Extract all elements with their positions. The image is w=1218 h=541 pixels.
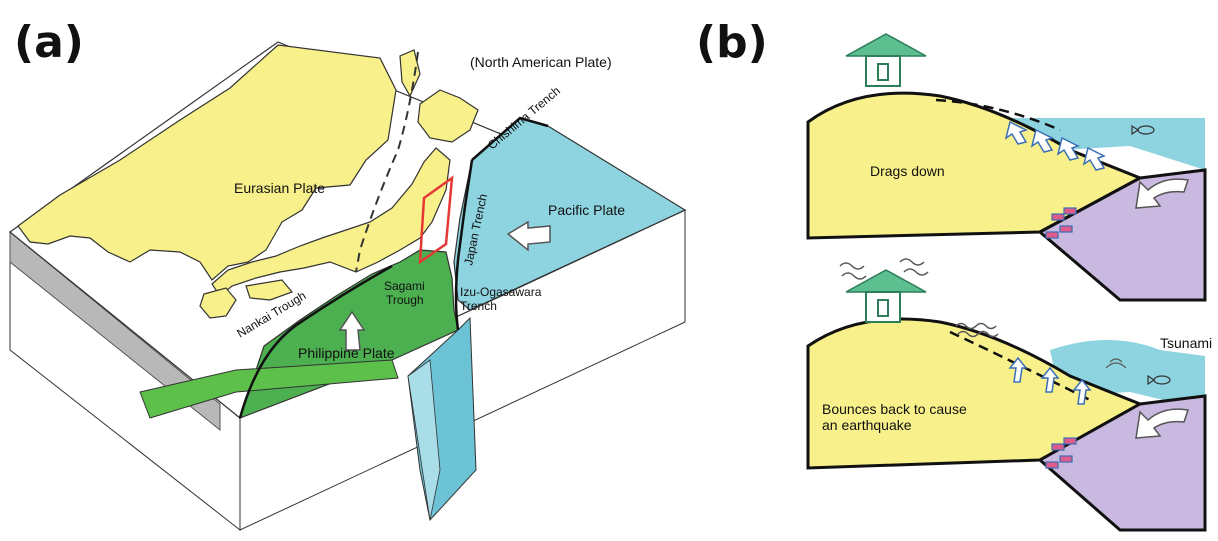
label-izu-line1: Izu-Ogasawara — [460, 285, 542, 299]
stage-drag-down: Drags down — [806, 33, 1207, 302]
up-arrow-icon — [1040, 366, 1060, 393]
up-arrow-icon — [1072, 378, 1092, 405]
oceanic-plate-top — [1037, 168, 1207, 302]
fish-icon — [1147, 374, 1171, 386]
house-icon — [845, 33, 927, 87]
ocean-top — [990, 118, 1205, 170]
drag-arrows — [1004, 120, 1106, 171]
rebound-arrows — [1008, 356, 1092, 405]
philippine-arrow-icon — [338, 310, 366, 351]
hokkaido — [417, 89, 479, 143]
oceanic-plate-bottom — [1037, 394, 1207, 532]
house-icon — [845, 269, 927, 323]
label-pacific-plate: Pacific Plate — [548, 202, 625, 218]
trench-line-japan — [454, 159, 474, 331]
trench-line-nankai — [238, 264, 393, 419]
pacific-slab-shadow — [407, 359, 441, 521]
plate-boundary-dashed — [355, 51, 419, 273]
label-izu-line2: Trench — [460, 299, 497, 313]
label-philippine-plate: Philippine Plate — [298, 345, 395, 361]
panel-a-label: (a) — [14, 17, 84, 68]
grey-slab-edge — [9, 230, 221, 432]
caption-bounces-back-line1: Bounces back to cause — [822, 401, 967, 417]
land-bottom — [806, 317, 1144, 470]
label-sagami-line2: Trough — [386, 293, 424, 307]
subduction-arrow-icon — [1135, 178, 1189, 209]
fault-markers-bottom — [1045, 437, 1077, 469]
stage-bounce-back: Tsunami Bounces back to cause an earthqu… — [806, 258, 1212, 532]
sakhalin — [399, 49, 421, 98]
caption-bounces-back-line2: an earthquake — [822, 417, 912, 433]
label-sagami-line1: Sagami — [384, 279, 425, 293]
down-arrow-icon — [1030, 128, 1054, 153]
wave-ripple-icon — [1105, 358, 1127, 369]
label-eurasian-plate: Eurasian Plate — [234, 180, 325, 196]
pacific-arrow-icon — [506, 220, 551, 252]
caption-drags-down: Drags down — [870, 163, 945, 179]
land-top — [806, 91, 1144, 240]
down-arrow-icon — [1004, 120, 1028, 145]
label-tsunami: Tsunami — [1160, 335, 1212, 351]
eurasian-land — [17, 44, 397, 281]
panel-b: (b) — [696, 17, 1212, 532]
shaking-lines — [839, 258, 999, 338]
philippine-slab — [139, 359, 399, 419]
down-arrow-icon — [1082, 146, 1106, 171]
label-north-american-plate: (North American Plate) — [470, 54, 612, 70]
fault-markers-top — [1045, 207, 1077, 239]
panel-a: (a) (North Ame — [9, 17, 687, 532]
subduction-arrow-icon — [1135, 408, 1189, 439]
fish-icon — [1131, 124, 1155, 136]
panel-b-label: (b) — [696, 17, 768, 68]
source-area-box — [418, 175, 454, 265]
shikoku — [245, 279, 294, 301]
down-arrow-icon — [1056, 136, 1080, 161]
kyushu — [199, 287, 237, 319]
up-arrow-icon — [1008, 356, 1028, 383]
dashed-original-surface-top — [935, 98, 1061, 132]
trench-line-chishima — [471, 116, 549, 161]
